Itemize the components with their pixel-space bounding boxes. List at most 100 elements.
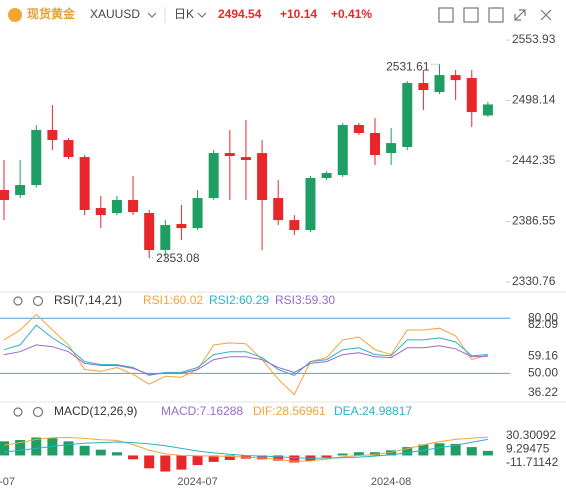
rsi-title: RSI(7,14,21) [54, 293, 122, 307]
macd-bar [15, 440, 26, 456]
price-change: +10.14 [280, 7, 317, 21]
macd-bar [63, 441, 74, 456]
low-annotation: 2353.08 [156, 251, 200, 265]
visibility-icon[interactable] [13, 407, 23, 417]
gold-icon [8, 8, 22, 22]
y-tick-label: -11.71142 [506, 455, 559, 469]
candle-body [224, 153, 235, 156]
last-price: 2494.54 [218, 7, 262, 21]
y-tick-label: 2386.55 [512, 214, 556, 228]
y-tick-label: 30.30092 [506, 428, 556, 442]
candle-body [95, 208, 106, 216]
legend-entry: RSI1:60.02 [143, 293, 203, 307]
macd-title: MACD(12,26,9) [54, 404, 137, 418]
legend-entry: DEA:24.98817 [334, 404, 412, 418]
macd-bar [144, 455, 155, 469]
period[interactable]: 日K [174, 7, 194, 21]
macd-bar [31, 437, 42, 456]
macd-bar [257, 455, 268, 460]
macd-bar [176, 455, 187, 470]
instrument-name: 现货黄金 [27, 6, 76, 21]
candle-body [273, 198, 284, 221]
candle-body [337, 124, 348, 176]
macd-bar [273, 455, 284, 461]
candle-body [240, 157, 251, 160]
indicator-tool[interactable] [463, 7, 479, 23]
x-tick-label: 4-07 [0, 476, 15, 488]
min-label: 36.22 [528, 385, 558, 399]
candle-body [434, 75, 445, 93]
macd-bar [0, 441, 9, 456]
macd-line [3, 438, 488, 459]
macd-bar [192, 455, 203, 466]
macd-bar [450, 443, 461, 456]
macd-bar [386, 450, 397, 456]
x-tick-label: 2024-07 [177, 476, 217, 488]
close-tool[interactable] [540, 9, 552, 21]
candle-body [482, 104, 493, 116]
rsi-line [3, 324, 488, 376]
high-annotation: 2531.61 [386, 59, 430, 73]
candle-body [128, 200, 139, 213]
y-tick-label: 2442.35 [512, 153, 556, 167]
candle-body [305, 177, 316, 231]
macd-bar [482, 450, 493, 456]
period-dropdown[interactable] [197, 12, 207, 18]
macd-bar [353, 452, 364, 456]
price-change-pct: +0.41% [331, 7, 372, 21]
candle-body [144, 213, 155, 250]
rsi-line [3, 313, 489, 396]
macd-bar [95, 449, 106, 456]
macd-bar [289, 455, 300, 463]
legend-entry: MACD:7.16288 [161, 404, 243, 418]
candle-body [208, 153, 219, 199]
settings-tool[interactable] [488, 7, 504, 23]
y-tick-label: 2330.76 [512, 274, 556, 288]
candle-body [289, 220, 300, 231]
candle-body [402, 83, 413, 147]
settings-icon[interactable] [32, 295, 44, 307]
macd-line [3, 436, 488, 462]
instrument-symbol[interactable]: XAUUSD [90, 7, 140, 21]
macd-bar [402, 447, 413, 456]
visibility-icon[interactable] [13, 296, 23, 306]
candle-body [418, 83, 429, 91]
candle-body [369, 133, 380, 156]
x-tick-label: 2024-08 [371, 476, 411, 488]
last-label: 59.16 [528, 349, 558, 363]
candle-body [257, 153, 268, 201]
candle-body [111, 200, 122, 214]
macd-bar [160, 455, 171, 472]
y-tick-label: 2553.93 [512, 32, 556, 46]
legend-entry: DIF:28.56961 [253, 404, 326, 418]
macd-bar [434, 443, 445, 456]
max-label: 82.09 [528, 317, 558, 331]
y-tick-label: 2498.14 [512, 93, 556, 107]
macd-bar [466, 447, 477, 456]
candle-body [176, 223, 187, 229]
macd-bar [321, 455, 332, 458]
settings-icon[interactable] [32, 406, 44, 418]
macd-bar [128, 455, 139, 460]
macd-bar [111, 452, 122, 456]
y-tick-label: 9.29475 [506, 442, 550, 456]
macd-bar [208, 455, 219, 462]
legend-entry: RSI2:60.29 [209, 293, 269, 307]
candle-body [192, 198, 203, 229]
candle-body [0, 190, 9, 201]
symbol-dropdown[interactable] [147, 12, 157, 18]
macd-bar [79, 445, 90, 456]
fullscreen-tool[interactable] [514, 9, 526, 21]
draw-tool[interactable] [438, 7, 454, 23]
legend-entry: RSI3:59.30 [275, 293, 335, 307]
candle-body [353, 124, 364, 134]
candle-body [63, 140, 74, 158]
candle-body [79, 157, 90, 210]
rsi-line [3, 344, 488, 375]
macd-bar [224, 455, 235, 460]
candle-body [31, 129, 42, 186]
y-tick-label: 80.00 [528, 310, 558, 324]
